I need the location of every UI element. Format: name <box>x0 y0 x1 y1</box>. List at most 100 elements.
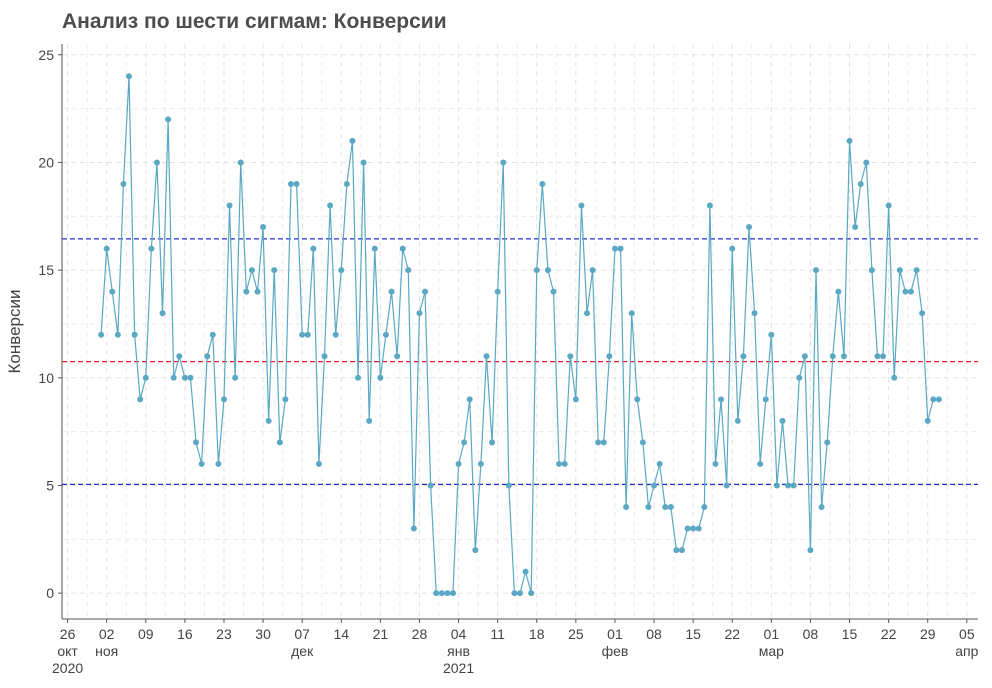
data-point <box>332 331 339 338</box>
data-point <box>690 525 697 532</box>
data-point <box>746 224 752 231</box>
data-point <box>109 288 116 295</box>
x-tick-label-day: 01 <box>607 626 623 642</box>
chart-title: Анализ по шести сигмам: Конверсии <box>62 10 447 33</box>
data-point <box>226 202 233 209</box>
data-point <box>170 374 177 381</box>
data-point <box>740 353 747 360</box>
data-point <box>248 267 255 274</box>
data-point <box>142 374 149 381</box>
data-point <box>232 374 239 381</box>
data-point <box>734 417 741 424</box>
data-point <box>773 482 780 489</box>
data-point <box>489 439 496 446</box>
data-point <box>561 460 568 467</box>
data-point <box>343 180 350 187</box>
data-point <box>913 267 920 274</box>
y-tick-label: 5 <box>46 477 54 493</box>
data-point <box>813 267 820 274</box>
data-point <box>181 374 188 381</box>
x-tick-label-day: 30 <box>255 626 271 642</box>
x-tick-label-day: 16 <box>177 626 193 642</box>
data-point <box>578 202 585 209</box>
x-tick-label-day: 08 <box>803 626 819 642</box>
data-point <box>818 504 825 511</box>
data-point <box>779 417 786 424</box>
data-point <box>885 202 892 209</box>
data-point <box>243 288 250 295</box>
data-point <box>187 374 194 381</box>
data-point <box>131 331 138 338</box>
x-tick-label-day: 01 <box>764 626 780 642</box>
data-point <box>924 417 931 424</box>
data-point <box>572 396 579 403</box>
data-point <box>544 267 551 274</box>
data-point <box>891 374 898 381</box>
data-point <box>399 245 406 252</box>
data-point <box>639 439 646 446</box>
data-point <box>237 159 244 166</box>
data-point <box>757 460 764 467</box>
data-point <box>628 310 635 317</box>
data-point <box>684 525 691 532</box>
x-tick-label-month: окт <box>57 643 78 659</box>
data-point <box>896 267 903 274</box>
x-tick-label-month: мар <box>759 643 784 659</box>
y-axis-label: Конверсии <box>5 290 24 374</box>
data-point <box>718 396 725 403</box>
data-point <box>449 590 456 597</box>
data-point <box>477 460 484 467</box>
data-point <box>645 504 652 511</box>
data-point <box>315 460 322 467</box>
data-point <box>461 439 468 446</box>
data-point <box>528 590 535 597</box>
data-point <box>159 310 166 317</box>
data-point <box>204 353 211 360</box>
x-tick-label-day: 26 <box>60 626 76 642</box>
data-point <box>606 353 613 360</box>
x-tick-label-day: 18 <box>529 626 545 642</box>
data-point <box>120 180 127 187</box>
data-point <box>751 310 758 317</box>
data-point <box>288 180 294 187</box>
data-point <box>505 482 512 489</box>
data-point <box>494 288 501 295</box>
data-point <box>796 374 803 381</box>
data-point <box>103 245 110 252</box>
x-tick-label-day: 05 <box>959 626 975 642</box>
x-tick-label-day: 28 <box>412 626 428 642</box>
data-point <box>840 353 847 360</box>
data-point <box>271 267 278 274</box>
data-point <box>310 245 317 252</box>
data-point <box>282 396 289 403</box>
data-point <box>165 116 172 123</box>
data-point <box>567 353 574 360</box>
data-point <box>360 159 367 166</box>
data-point <box>349 137 356 144</box>
data-point <box>455 460 462 467</box>
x-tick-label-day: 23 <box>216 626 232 642</box>
data-point <box>667 504 674 511</box>
data-point <box>651 482 658 489</box>
data-point <box>673 547 680 554</box>
x-tick-label-year: 2021 <box>443 660 474 676</box>
data-point <box>114 331 121 338</box>
data-point <box>321 353 328 360</box>
data-point <box>209 331 216 338</box>
data-point <box>427 482 434 489</box>
data-point <box>907 288 914 295</box>
data-point <box>868 267 875 274</box>
data-point <box>394 353 401 360</box>
data-point <box>617 245 624 252</box>
data-point <box>126 73 133 80</box>
data-point <box>276 439 283 446</box>
data-point <box>438 590 445 597</box>
data-point <box>355 374 362 381</box>
data-point <box>634 396 641 403</box>
x-tick-label-day: 25 <box>568 626 584 642</box>
data-point <box>539 180 546 187</box>
data-point <box>533 267 540 274</box>
data-point <box>511 590 518 597</box>
x-tick-label-month: фев <box>602 643 629 659</box>
